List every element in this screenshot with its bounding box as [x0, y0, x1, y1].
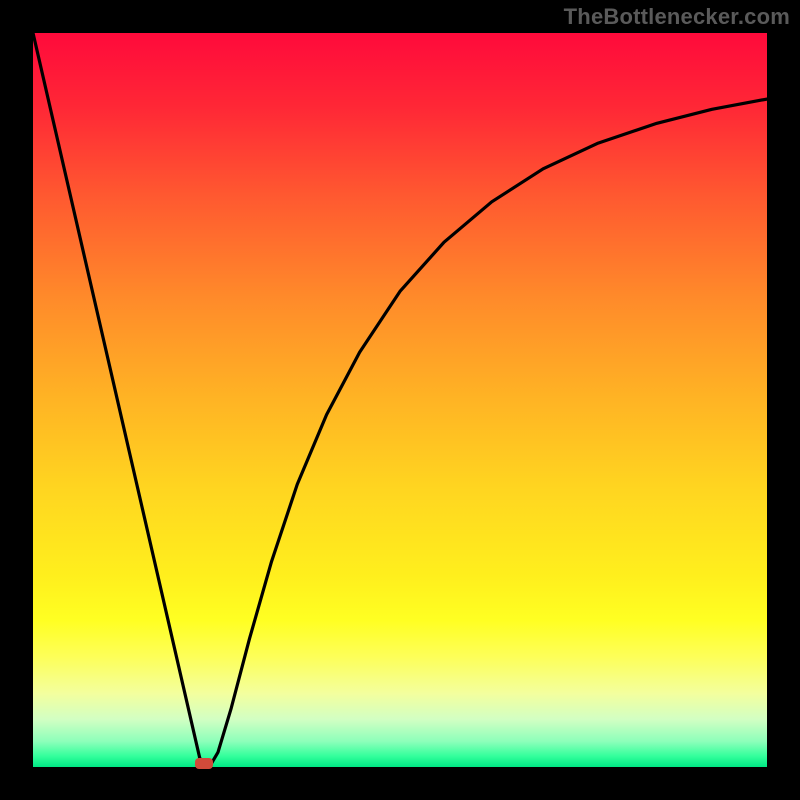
- curve-layer: [33, 33, 767, 767]
- min-marker: [195, 758, 213, 769]
- watermark-text: TheBottlenecker.com: [564, 4, 790, 30]
- plot-area: [33, 33, 767, 767]
- chart-frame: TheBottlenecker.com: [0, 0, 800, 800]
- bottleneck-curve: [33, 33, 767, 767]
